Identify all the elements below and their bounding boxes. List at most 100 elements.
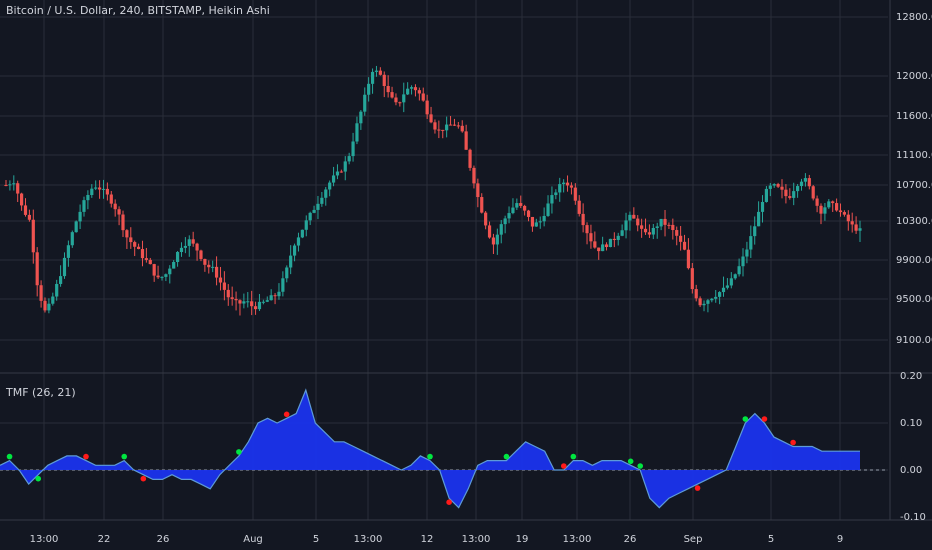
candle-body <box>203 258 207 265</box>
candle-body <box>620 230 624 236</box>
candle-body <box>780 186 784 190</box>
candle-body <box>854 224 858 231</box>
buy-signal-dot <box>236 449 242 455</box>
candle-body <box>308 212 312 221</box>
candle-body <box>581 213 585 226</box>
candle-body <box>686 249 691 269</box>
buy-signal-dot <box>6 453 13 460</box>
candle-body <box>66 245 70 258</box>
candle-body <box>663 218 667 225</box>
candle-body <box>164 274 168 277</box>
candle-body <box>714 296 718 299</box>
candle-body <box>218 277 223 283</box>
candle-body <box>554 192 558 196</box>
candle-body <box>819 205 823 214</box>
tmf-line <box>0 388 860 509</box>
candle-body <box>409 87 414 89</box>
candle-body <box>452 124 457 126</box>
x-tick-label: 22 <box>98 534 111 545</box>
candle-body <box>593 241 597 248</box>
candle-body <box>160 276 164 278</box>
candle-body <box>55 283 59 297</box>
candle-body <box>343 161 347 172</box>
price-tick-label: 10300.00 <box>896 216 932 227</box>
candle-body <box>109 194 113 204</box>
candle-body <box>448 124 453 126</box>
candle-body <box>835 203 839 211</box>
sell-signal-dot <box>446 499 452 506</box>
x-tick-label: 26 <box>157 534 170 545</box>
x-tick-label: 5 <box>313 534 319 545</box>
candle-body <box>831 201 835 204</box>
candle-body <box>207 264 211 268</box>
price-tick-label: 9100.00 <box>896 335 932 346</box>
candle-body <box>702 303 706 306</box>
candle-body <box>741 256 745 267</box>
candle-body <box>70 232 74 246</box>
candle-body <box>526 210 531 217</box>
candle-body <box>351 141 355 157</box>
candle-body <box>257 301 262 310</box>
candle-body <box>31 219 35 253</box>
candle-body <box>546 203 550 216</box>
candle-body <box>273 295 277 297</box>
candle-body <box>296 237 301 246</box>
candle-body <box>569 185 574 188</box>
candle-body <box>19 193 24 206</box>
price-tick-label: 11100.00 <box>896 150 932 161</box>
candle-body <box>565 182 570 186</box>
candle-body <box>585 225 589 234</box>
candle-body <box>675 230 679 236</box>
candle-body <box>823 207 827 214</box>
candle-body <box>47 303 51 311</box>
price-tick-label: 12000.00 <box>896 71 932 82</box>
candle-body <box>250 301 254 307</box>
candle-body <box>792 191 796 198</box>
candle-body <box>211 266 215 268</box>
candle-body <box>82 200 86 212</box>
candle-body <box>838 210 843 213</box>
candle-body <box>316 203 320 210</box>
candle-body <box>472 167 476 184</box>
candle-body <box>608 238 613 248</box>
candle-body <box>328 182 332 190</box>
candle-body <box>300 229 304 238</box>
price-tick-label: 12800.00 <box>896 12 932 23</box>
candle-body <box>558 184 562 193</box>
candle-body <box>355 123 359 142</box>
candle-body <box>246 301 250 303</box>
candle-body <box>335 171 340 176</box>
candle-body <box>51 296 55 304</box>
chart-title: Bitcoin / U.S. Dollar, 240, BITSTAMP, He… <box>6 4 270 17</box>
x-tick-label: 19 <box>516 534 529 545</box>
candle-body <box>679 235 683 242</box>
candle-body <box>468 149 472 168</box>
candle-body <box>550 195 554 204</box>
candle-body <box>363 94 367 112</box>
candle-body <box>113 203 117 210</box>
price-tick-label: 11600.00 <box>896 111 932 122</box>
candle-body <box>671 224 675 231</box>
buy-signal-dot <box>503 453 510 460</box>
sell-signal-dot <box>283 411 290 418</box>
candle-body <box>39 285 43 301</box>
candle-body <box>718 292 722 297</box>
candle-body <box>90 188 94 196</box>
candle-body <box>499 224 503 235</box>
candle-body <box>8 184 12 186</box>
candle-body <box>121 214 125 231</box>
candle-body <box>101 188 106 190</box>
candle-body <box>682 241 687 250</box>
candle-body <box>359 111 363 124</box>
candle-body <box>187 239 191 246</box>
candle-body <box>191 239 195 244</box>
candle-body <box>784 189 788 197</box>
candle-body <box>261 301 265 303</box>
candle-body <box>417 90 421 94</box>
candle-body <box>640 225 644 229</box>
tmf-tick-label: 0.00 <box>900 465 922 476</box>
tmf-area <box>0 390 860 508</box>
candle-body <box>487 225 492 238</box>
